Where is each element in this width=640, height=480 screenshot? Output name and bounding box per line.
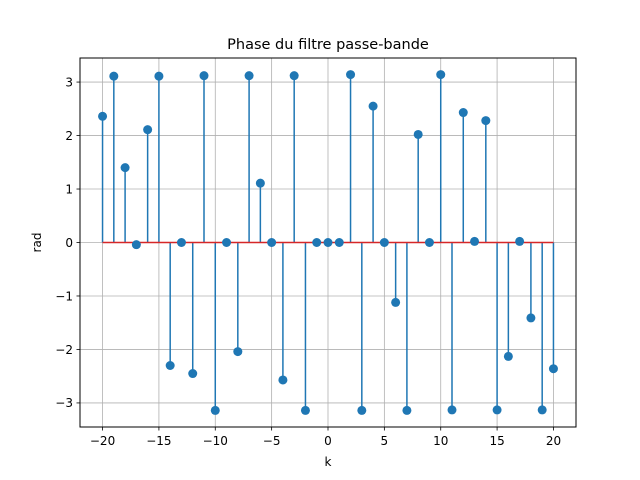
- stem-marker: [312, 238, 322, 247]
- y-axis: −3 −2 −1 0 1 2 3: [55, 75, 80, 410]
- stem-marker: [323, 238, 333, 247]
- x-tick-label: −20: [90, 434, 115, 448]
- stem-marker: [199, 71, 209, 81]
- x-tick-label: 0: [324, 434, 332, 448]
- stem-marker: [447, 405, 457, 415]
- stem-marker: [515, 236, 525, 246]
- y-tick-label: −1: [55, 289, 73, 303]
- stem-marker: [334, 238, 344, 247]
- x-tick-label: −15: [146, 434, 171, 448]
- stem-marker: [391, 297, 401, 307]
- markers: [98, 70, 558, 415]
- stem-marker: [98, 111, 108, 121]
- stem-marker: [458, 108, 468, 118]
- stem-marker: [346, 70, 356, 80]
- stem-marker: [143, 125, 153, 135]
- stem-marker: [289, 71, 299, 81]
- stem-marker: [379, 238, 389, 247]
- stem-marker: [244, 71, 254, 81]
- stem-marker: [109, 71, 119, 81]
- stem-marker: [255, 178, 265, 188]
- stem-marker: [222, 238, 232, 247]
- x-tick-label: 10: [433, 434, 448, 448]
- stem-marker: [413, 129, 423, 139]
- stem-marker: [278, 375, 288, 385]
- stem-marker: [470, 236, 480, 246]
- x-tick-label: 20: [546, 434, 561, 448]
- x-tick-label: −5: [263, 434, 281, 448]
- stem-marker: [548, 364, 558, 374]
- stem-marker: [402, 405, 412, 415]
- stem-marker: [300, 405, 310, 415]
- x-tick-label: −10: [203, 434, 228, 448]
- chart-title: Phase du filtre passe-bande: [227, 37, 429, 53]
- y-tick-label: 0: [65, 236, 73, 250]
- y-tick-label: −2: [55, 343, 73, 357]
- stem-marker: [210, 405, 220, 415]
- y-tick-label: 2: [65, 129, 73, 143]
- stem-marker: [424, 238, 434, 247]
- stems: [101, 74, 555, 411]
- stem-marker: [165, 361, 175, 370]
- stem-marker: [120, 163, 130, 173]
- stem-marker: [492, 405, 502, 415]
- stem-marker: [368, 101, 378, 111]
- y-tick-label: 3: [65, 75, 73, 89]
- stem-marker: [436, 70, 446, 80]
- stem-marker: [526, 313, 536, 323]
- stem-marker: [357, 405, 367, 415]
- stem-marker: [481, 116, 491, 126]
- y-tick-label: 1: [65, 182, 73, 196]
- stem-marker: [131, 240, 141, 250]
- y-tick-label: −3: [55, 396, 73, 410]
- x-axis-label: k: [325, 455, 332, 469]
- y-axis-label: rad: [30, 233, 44, 253]
- x-axis: −20 −15 −10 −5 0 5 10 15 20: [90, 427, 561, 448]
- stem-marker: [537, 405, 547, 415]
- stem-marker: [188, 369, 198, 379]
- grid: [80, 58, 576, 427]
- stem-marker: [267, 238, 277, 247]
- x-tick-label: 15: [489, 434, 504, 448]
- x-tick-label: 5: [381, 434, 389, 448]
- stem-marker: [503, 351, 513, 361]
- stem-marker: [233, 347, 243, 357]
- stem-marker: [176, 238, 186, 247]
- stem-marker: [154, 71, 164, 81]
